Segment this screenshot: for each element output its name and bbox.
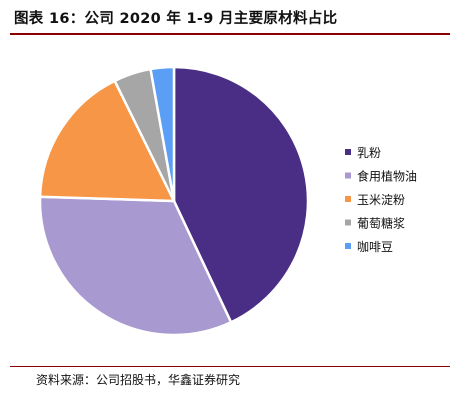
legend-swatch-3 bbox=[345, 196, 351, 202]
pie-slice-5 bbox=[149, 65, 176, 203]
pie-slice-2 bbox=[38, 195, 233, 337]
legend-label-2: 食用植物油 bbox=[357, 169, 417, 184]
legend-label-1: 乳粉 bbox=[357, 146, 381, 160]
legend-swatch-1 bbox=[345, 149, 351, 155]
title-divider bbox=[10, 33, 450, 35]
legend-label-4: 葡萄糖浆 bbox=[357, 216, 405, 231]
source-note: 资料来源：公司招股书，华鑫证券研究 bbox=[36, 373, 241, 387]
pie-slices bbox=[38, 65, 310, 337]
legend-label-3: 玉米淀粉 bbox=[357, 193, 405, 207]
source-divider bbox=[10, 366, 450, 367]
legend-swatch-4 bbox=[345, 219, 351, 226]
pie-slice-3 bbox=[38, 79, 176, 203]
legend-label-5: 咖啡豆 bbox=[357, 239, 393, 254]
chart-title: 图表 16：公司 2020 年 1-9 月主要原材料占比 bbox=[14, 11, 338, 27]
legend-swatch-5 bbox=[345, 243, 351, 249]
pie-slice-1 bbox=[172, 65, 310, 324]
legend-swatch-2 bbox=[345, 172, 351, 179]
